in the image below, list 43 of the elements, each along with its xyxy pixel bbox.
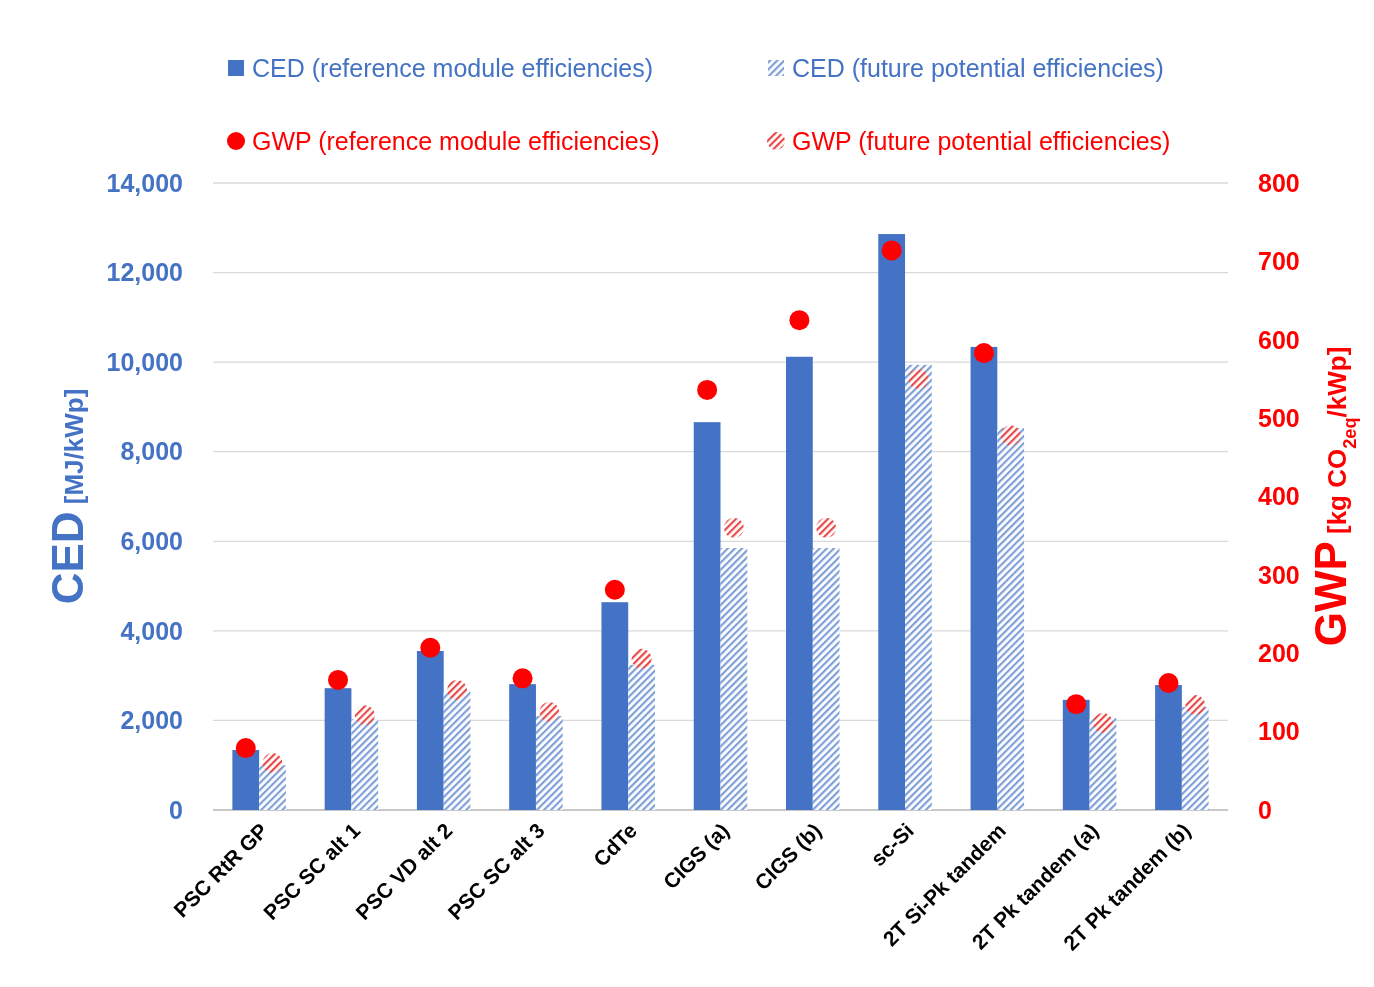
y-tick-label: 4,000 (120, 616, 183, 645)
y2-tick-label: 500 (1258, 403, 1300, 432)
y2-tick-label: 200 (1258, 639, 1300, 667)
y-tick-label: 6,000 (120, 527, 183, 556)
bar (693, 422, 721, 810)
y-axis-title: CED [MJ/kWp] (43, 388, 92, 605)
bar (786, 356, 813, 810)
bar (535, 715, 563, 810)
bar (905, 364, 932, 810)
legend-label: CED (future potential efficiencies) (792, 53, 1164, 82)
legend-label: CED (reference module efficiencies) (252, 53, 654, 82)
bar (324, 688, 352, 810)
y2-tick-label: 800 (1258, 168, 1300, 197)
bar (812, 548, 840, 810)
bar (997, 427, 1025, 810)
y-tick-label: 10,000 (106, 347, 183, 376)
y2-tick-label: 100 (1258, 717, 1300, 746)
bar (351, 719, 379, 810)
bar (443, 691, 471, 810)
bar (416, 651, 444, 810)
bar (259, 765, 286, 810)
y2-tick-label: 300 (1258, 560, 1300, 589)
legend-label: GWP (reference module efficiencies) (252, 126, 660, 155)
y2-tick-label: 600 (1258, 325, 1300, 354)
legend-label: GWP (future potential efficiencies) (792, 126, 1171, 155)
bar (601, 602, 629, 810)
bar (878, 234, 906, 810)
bar (970, 346, 998, 810)
bar (509, 684, 536, 810)
bar (720, 548, 748, 810)
bar (1062, 699, 1090, 810)
y-tick-label: 2,000 (120, 706, 183, 735)
y2-tick-label: 0 (1258, 795, 1272, 824)
y2-tick-label: 400 (1258, 482, 1300, 511)
y-tick-label: 14,000 (106, 168, 183, 197)
y-tick-label: 12,000 (106, 258, 183, 287)
y-tick-label: 0 (169, 795, 183, 824)
bar (628, 664, 655, 810)
y2-tick-label: 700 (1258, 247, 1300, 276)
bar (1155, 685, 1182, 810)
bar (232, 749, 260, 810)
y-tick-label: 8,000 (120, 437, 183, 466)
bar (1181, 706, 1209, 810)
